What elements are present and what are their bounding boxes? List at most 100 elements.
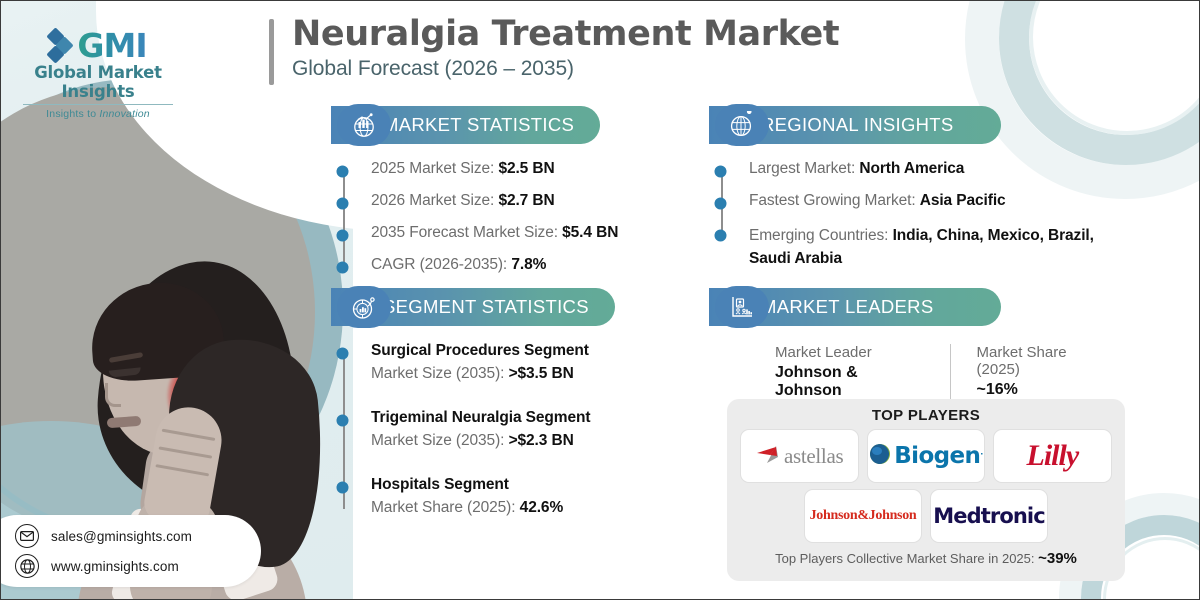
market-statistics-label: MARKET STATISTICS	[383, 114, 575, 135]
segment-title: Trigeminal Neuralgia Segment	[371, 409, 591, 426]
bullet-dot-icon	[716, 199, 725, 208]
market-share-value: ~16%	[976, 381, 1018, 398]
market-leader-column: Market Leader Johnson & Johnson	[775, 344, 950, 400]
player-logo-astellas[interactable]: astellas	[741, 430, 859, 482]
bullet-dot-icon	[338, 349, 347, 358]
logo-mark: GMI	[17, 25, 179, 65]
podium-leaders-icon	[715, 286, 769, 328]
timeline-line	[343, 350, 345, 509]
jnj-logo-text: Johnson&Johnson	[809, 508, 917, 523]
logo-initials: GMI	[77, 25, 147, 65]
page-title: Neuralgia Treatment Market	[292, 14, 840, 54]
logo-tagline: Insights to Innovation	[17, 108, 179, 120]
stat-label: 2026 Market Size:	[371, 192, 499, 209]
stat-value: $5.4 BN	[562, 224, 619, 241]
region-label: Emerging Countries:	[749, 227, 893, 244]
region-label: Fastest Growing Market:	[749, 192, 920, 209]
list-item: Fastest Growing Market: Asia Pacific	[716, 192, 1135, 210]
list-item: Emerging Countries: India, China, Mexico…	[716, 224, 1135, 271]
top-players-title: TOP PLAYERS	[871, 407, 981, 424]
title-accent-bar	[269, 19, 274, 85]
globe-chart-icon	[337, 104, 391, 146]
diamond-icon	[46, 27, 75, 64]
segment-value: 42.6%	[519, 499, 564, 516]
list-item: Surgical Procedures Segment Market Size …	[338, 342, 657, 383]
section-market-leaders: MARKET LEADERS	[709, 286, 1135, 400]
region-value: North America	[859, 160, 965, 177]
player-logo-lilly[interactable]: Lilly	[993, 430, 1111, 482]
top-players-footer-label: Top Players Collective Market Share in 2…	[775, 551, 1039, 566]
section-segment-statistics: SEGMENT STATISTICS	[331, 286, 657, 517]
region-label: Largest Market:	[749, 160, 860, 177]
market-leaders-label: MARKET LEADERS	[761, 296, 934, 317]
medtronic-logo-text: Medtronic	[933, 504, 1045, 528]
stat-label: CAGR (2026-2035):	[371, 256, 512, 273]
email-text: sales@gminsights.com	[51, 528, 193, 544]
segment-value: >$2.3 BN	[508, 432, 574, 449]
market-leader-key: Market Leader	[775, 344, 872, 361]
stat-value: $2.7 BN	[498, 192, 555, 209]
website-text: www.gminsights.com	[51, 558, 179, 574]
market-leader-value: Johnson & Johnson	[775, 364, 858, 399]
market-statistics-header: MARKET STATISTICS	[331, 104, 657, 146]
globe-pin-icon	[715, 104, 769, 146]
stat-label: 2025 Market Size:	[371, 160, 499, 177]
section-market-statistics: MARKET STATISTICS 202	[331, 104, 657, 274]
player-logo-johnson-and-johnson[interactable]: Johnson&Johnson	[805, 490, 921, 542]
segment-label: Market Size (2035):	[371, 432, 509, 449]
bullet-dot-icon	[338, 231, 347, 240]
timeline-line	[343, 168, 345, 266]
top-players-footer: Top Players Collective Market Share in 2…	[741, 550, 1111, 567]
page-subtitle: Global Forecast (2026 – 2035)	[292, 57, 574, 81]
market-leaders-header: MARKET LEADERS	[709, 286, 1135, 328]
astellas-logo-text: astellas	[783, 443, 844, 468]
stat-value: $2.5 BN	[498, 160, 555, 177]
player-logo-medtronic[interactable]: Medtronic	[931, 490, 1047, 542]
contact-email-row[interactable]: sales@gminsights.com	[15, 524, 261, 548]
market-leader-stats: Market Leader Johnson & Johnson Market S…	[775, 344, 1135, 400]
segment-label: Market Size (2035):	[371, 365, 509, 382]
segment-title: Surgical Procedures Segment	[371, 342, 589, 359]
bullet-dot-icon	[716, 167, 725, 176]
bullet-dot-icon	[338, 416, 347, 425]
segment-statistics-header: SEGMENT STATISTICS	[331, 286, 657, 328]
contact-website-row[interactable]: www.gminsights.com	[15, 554, 261, 578]
bullet-dot-icon	[338, 167, 347, 176]
nose	[105, 383, 121, 407]
globe-icon	[15, 554, 39, 578]
segment-value: >$3.5 BN	[508, 365, 574, 382]
segment-statistics-list: Surgical Procedures Segment Market Size …	[337, 342, 657, 517]
bullet-dot-icon	[716, 231, 725, 240]
region-value: Asia Pacific	[919, 192, 1006, 209]
envelope-icon	[15, 524, 39, 548]
logo-company-name: Global Market Insights	[34, 63, 162, 101]
list-item: Trigeminal Neuralgia Segment Market Size…	[338, 409, 657, 450]
list-item: 2035 Forecast Market Size: $5.4 BN	[338, 224, 657, 242]
pie-analytics-icon	[337, 286, 391, 328]
player-logo-biogen[interactable]: Biogen.	[868, 430, 984, 482]
stat-label: 2035 Forecast Market Size:	[371, 224, 563, 241]
market-share-column: Market Share (2025) ~16%	[949, 344, 1135, 400]
list-item: 2025 Market Size: $2.5 BN	[338, 160, 657, 178]
logo-tagline-b: Innovation	[99, 108, 150, 120]
regional-insights-header: REGIONAL INSIGHTS	[709, 104, 1135, 146]
list-item: 2026 Market Size: $2.7 BN	[338, 192, 657, 210]
top-players-row-2: Johnson&Johnson Medtronic	[741, 490, 1111, 542]
astellas-star-icon	[756, 444, 786, 468]
regional-insights-list: Largest Market: North America Fastest Gr…	[715, 160, 1135, 271]
bullet-dot-icon	[338, 483, 347, 492]
regional-insights-label: REGIONAL INSIGHTS	[761, 114, 954, 135]
segment-label: Market Share (2025):	[371, 499, 520, 516]
list-item: CAGR (2026-2035): 7.8%	[338, 256, 657, 274]
list-item: Largest Market: North America	[716, 160, 1135, 178]
segment-statistics-label: SEGMENT STATISTICS	[383, 296, 589, 317]
lilly-logo-text: Lilly	[1026, 439, 1080, 472]
biogen-logo-text: Biogen.	[894, 443, 983, 469]
bullet-dot-icon	[338, 199, 347, 208]
top-players-footer-value: ~39%	[1038, 550, 1077, 567]
top-players-row-1: astellas Biogen. Lilly	[741, 430, 1111, 482]
section-regional-insights: REGIONAL INSIGHTS Largest Market: North …	[709, 104, 1135, 271]
gmi-logo[interactable]: GMI Global Market Insights Insights to I…	[17, 25, 179, 120]
biogen-sphere-icon	[869, 443, 891, 470]
